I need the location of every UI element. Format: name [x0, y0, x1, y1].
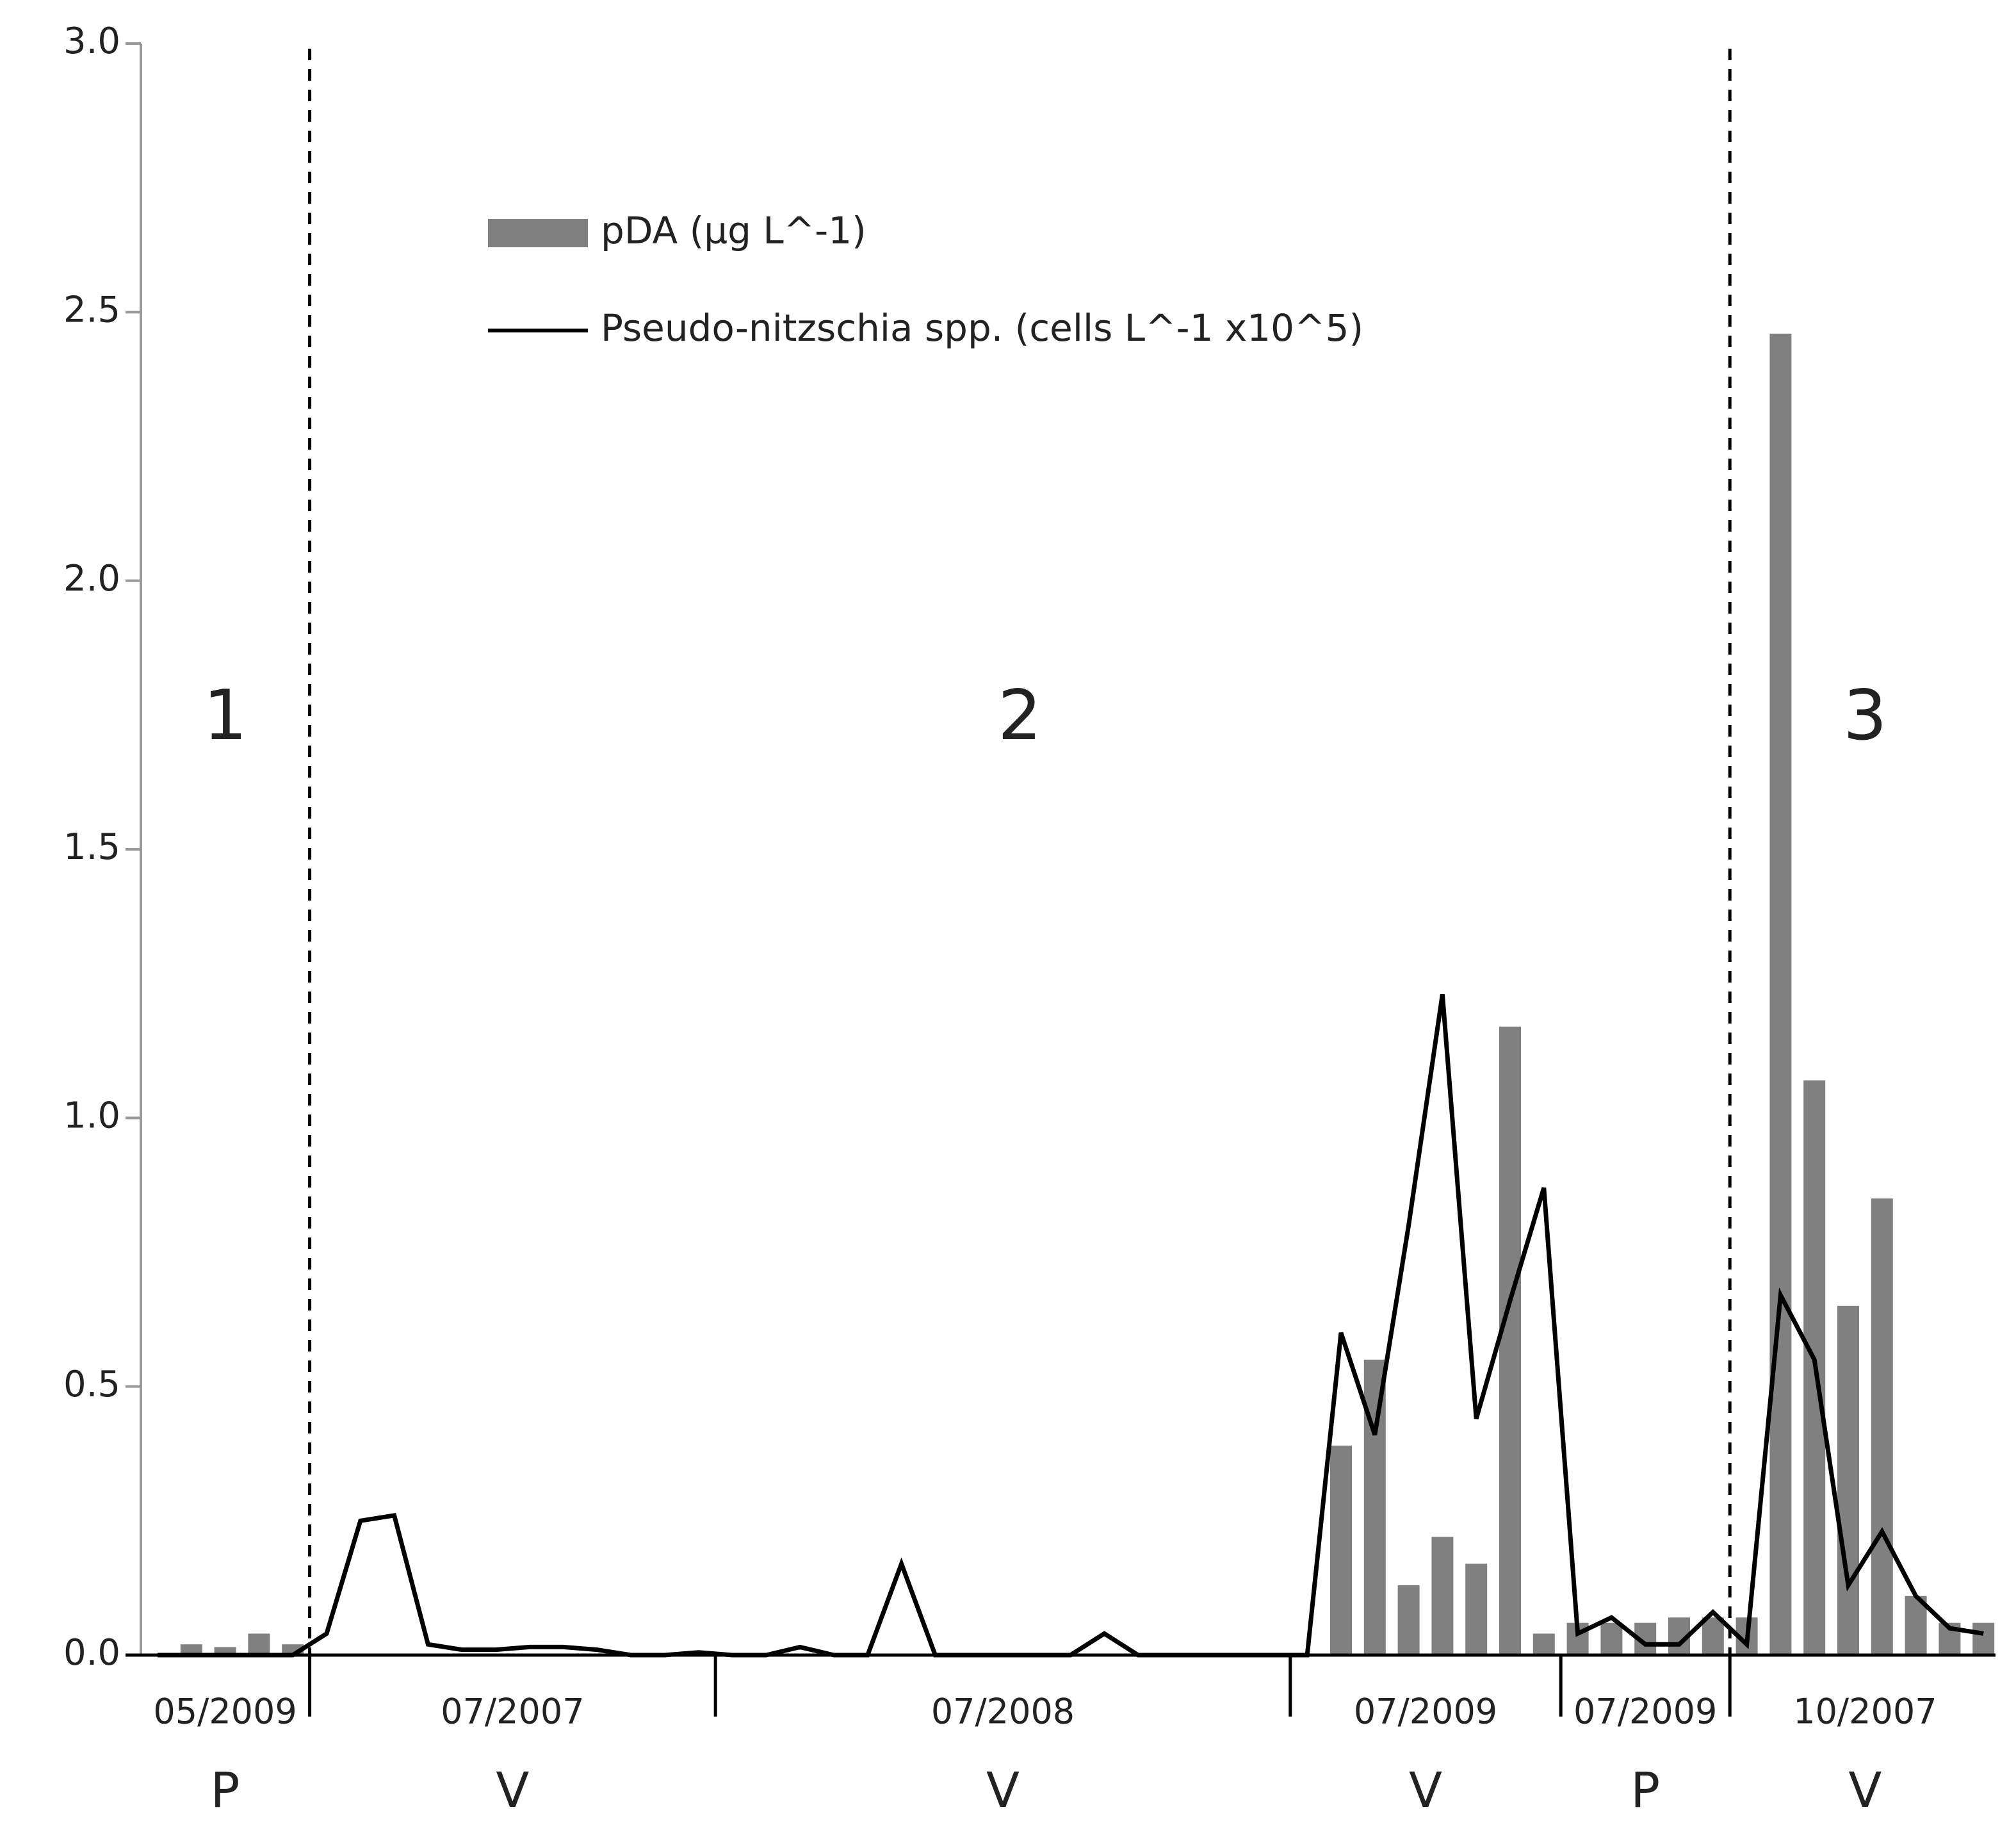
- legend-swatch: [488, 219, 588, 247]
- zone-label: 2: [998, 676, 1042, 756]
- bar: [1972, 1622, 1995, 1655]
- zone-label: 1: [203, 676, 247, 756]
- bar: [1499, 1026, 1521, 1655]
- group-label: 07/2008: [931, 1692, 1075, 1732]
- site-label: V: [496, 1761, 529, 1818]
- legend-label: pDA (µg L^-1): [601, 209, 866, 252]
- legend-label: Pseudo-nitzschia spp. (cells L^-1 x10^5): [601, 306, 1363, 350]
- y-tick-label: 1.5: [63, 826, 120, 868]
- group-label: 05/2009: [153, 1692, 297, 1732]
- zone-label: 3: [1843, 676, 1887, 756]
- site-label: V: [1409, 1761, 1442, 1818]
- y-tick-label: 1.0: [63, 1095, 120, 1136]
- bar: [1397, 1585, 1420, 1655]
- bar: [1871, 1198, 1893, 1655]
- y-tick-label: 0.0: [63, 1632, 120, 1674]
- bar: [1532, 1633, 1555, 1655]
- site-label: P: [211, 1761, 240, 1818]
- bar: [1465, 1563, 1488, 1655]
- group-label: 10/2007: [1793, 1692, 1937, 1732]
- group-label: 07/2007: [441, 1692, 584, 1732]
- site-label: V: [1848, 1761, 1882, 1818]
- bar: [1769, 333, 1792, 1656]
- bar: [248, 1633, 270, 1655]
- site-label: P: [1630, 1761, 1660, 1818]
- site-label: V: [986, 1761, 1020, 1818]
- y-tick-label: 0.5: [63, 1364, 120, 1405]
- bar: [1837, 1305, 1859, 1655]
- bar: [1330, 1445, 1352, 1655]
- group-label: 07/2009: [1573, 1692, 1717, 1732]
- bar: [1431, 1537, 1454, 1655]
- bar: [1600, 1622, 1623, 1655]
- y-tick-label: 2.5: [63, 289, 120, 331]
- group-label: 07/2009: [1354, 1692, 1497, 1732]
- bar: [1702, 1617, 1724, 1655]
- bar: [180, 1644, 202, 1655]
- line: [158, 993, 1984, 1658]
- y-tick-label: 2.0: [63, 558, 120, 600]
- bar: [1363, 1359, 1386, 1655]
- y-tick-label: 3.0: [63, 20, 120, 62]
